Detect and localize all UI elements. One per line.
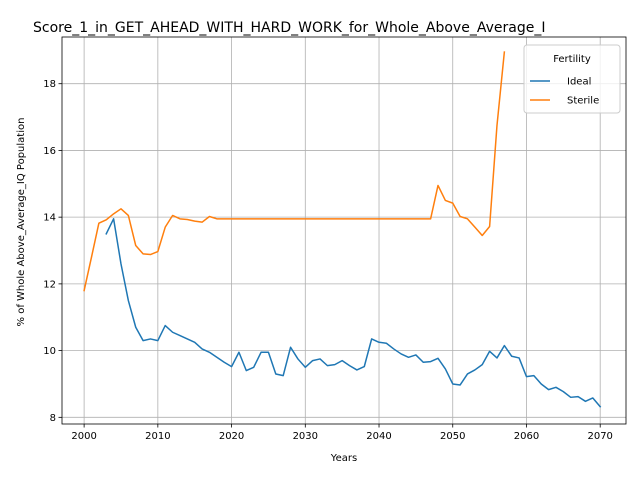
y-tick-label: 14 — [43, 213, 56, 224]
x-tick-label: 2020 — [219, 431, 244, 442]
chart-title: Score_1_in_GET_AHEAD_WITH_HARD_WORK_for_… — [33, 20, 545, 36]
legend-entries: Ideal Sterile — [530, 77, 599, 107]
x-tick-label: 2050 — [440, 431, 465, 442]
y-axis-label: % of Whole Above_Average_IQ Population — [16, 118, 27, 327]
y-tick-label: 16 — [43, 146, 56, 157]
legend: Fertility Ideal Sterile — [523, 44, 621, 114]
x-tick-label: 2010 — [145, 431, 170, 442]
plot-area-frame — [61, 36, 627, 425]
y-tick-label: 8 — [50, 413, 56, 424]
x-axis-label: Years — [330, 453, 357, 464]
legend-title: Fertility — [553, 54, 591, 65]
x-tick-label: 2000 — [71, 431, 96, 442]
x-tick-label: 2070 — [587, 431, 612, 442]
y-tick-label: 12 — [43, 279, 56, 290]
legend-box — [523, 44, 621, 114]
series-lines — [83, 51, 602, 408]
x-tick-label: 2060 — [514, 431, 539, 442]
legend-label-ideal: Ideal — [567, 77, 591, 88]
legend-label-sterile: Sterile — [567, 96, 599, 107]
x-tick-label: 2040 — [366, 431, 391, 442]
x-axis-ticks: 2000 2010 2020 2030 2040 2050 2060 2070 — [71, 424, 613, 442]
x-tick-label: 2030 — [293, 431, 318, 442]
series-line-sterile — [83, 51, 506, 292]
y-tick-label: 10 — [43, 346, 56, 357]
y-tick-label: 18 — [43, 79, 56, 90]
y-axis-ticks: 8 10 12 14 16 18 — [43, 79, 62, 424]
series-line-ideal — [105, 218, 602, 408]
